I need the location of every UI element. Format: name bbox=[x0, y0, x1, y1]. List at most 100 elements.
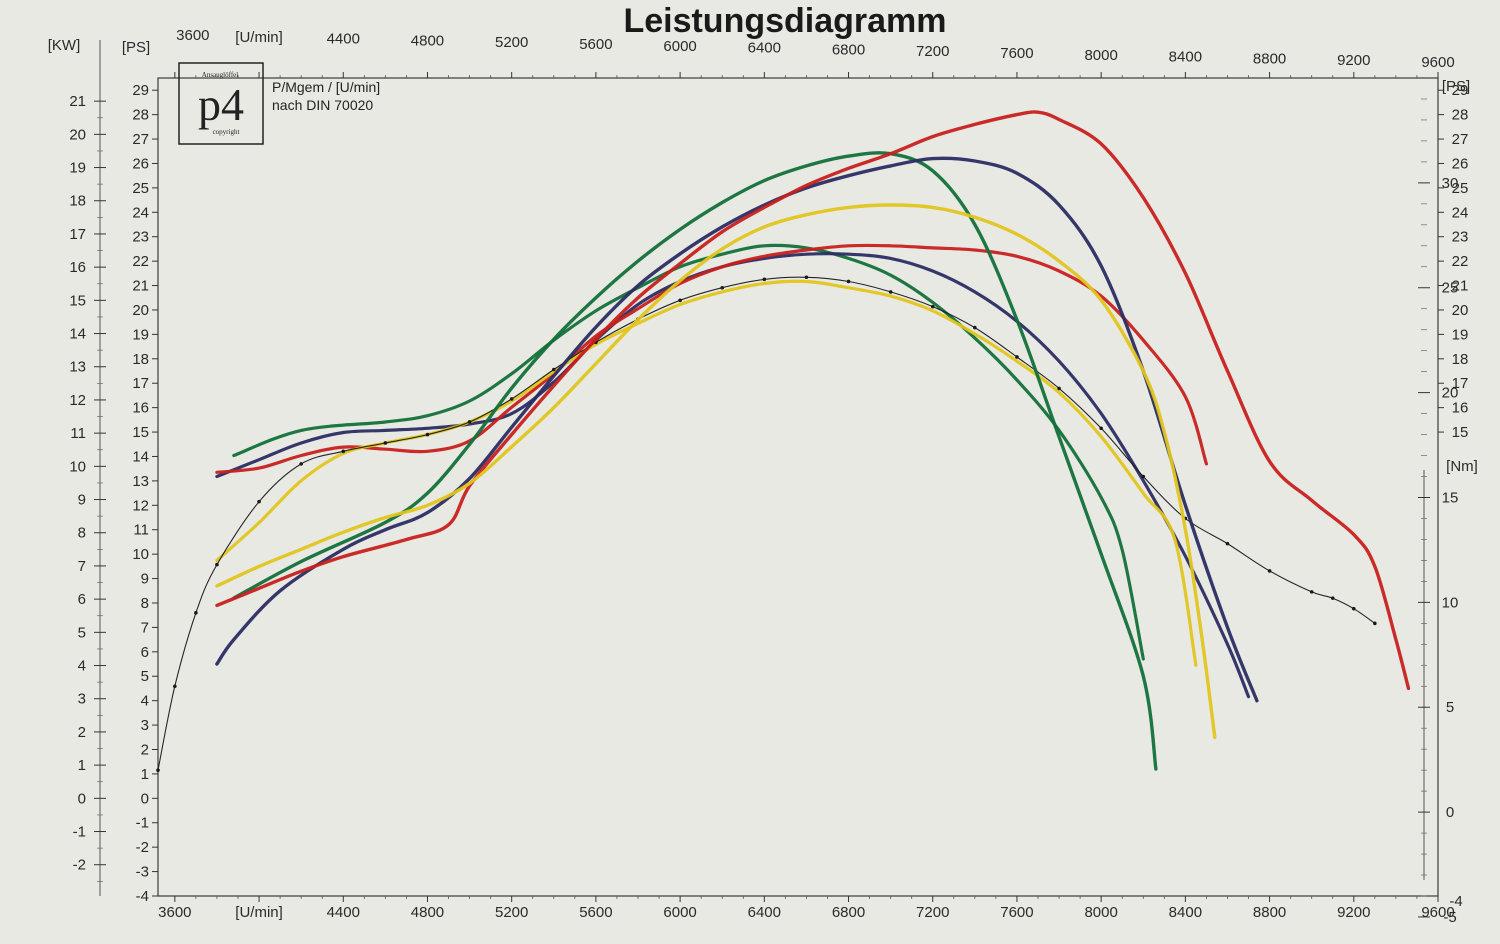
x-tick-label-top: 4800 bbox=[411, 32, 444, 49]
plot-frame bbox=[157, 77, 1439, 897]
x-tick-label-top: 8800 bbox=[1253, 50, 1286, 67]
info-box: Ansauglöffel p4 copyright P/Mgem / [U/mi… bbox=[178, 62, 380, 145]
ps-tick-label: 26 bbox=[132, 155, 149, 172]
ps-tick-label: 20 bbox=[132, 302, 149, 319]
x-tick-label-bottom: 5200 bbox=[495, 904, 528, 921]
torque-measurement-point bbox=[678, 298, 682, 303]
torque-measurement-point bbox=[846, 279, 851, 284]
x-tick-label-bottom: 4400 bbox=[327, 904, 360, 921]
power-curve-blue bbox=[215, 156, 1259, 703]
x-tick-label-bottom: 5600 bbox=[579, 904, 612, 921]
kw-tick-label: 3 bbox=[78, 691, 86, 708]
right-ps-axis-label: [PS] bbox=[1442, 78, 1470, 95]
ps-tick-label: -1 bbox=[136, 815, 149, 832]
ps-tick-label: -2 bbox=[136, 839, 149, 856]
ps-tick-label: 28 bbox=[132, 107, 149, 124]
kw-tick-label: 1 bbox=[78, 757, 86, 774]
torque-measurement-point bbox=[973, 325, 977, 330]
right-ps-tick-label: 22 bbox=[1452, 253, 1469, 270]
torque-measurement-point bbox=[1351, 606, 1356, 611]
kw-tick-label: 11 bbox=[70, 425, 86, 442]
nm-tick-label: 5 bbox=[1446, 699, 1454, 716]
x-tick-label-top: 8400 bbox=[1169, 49, 1202, 66]
torque-measurement-point bbox=[1057, 386, 1061, 391]
ps-tick-label: -3 bbox=[136, 864, 149, 881]
torque-measurement-point bbox=[341, 449, 346, 454]
kw-tick-label: 5 bbox=[78, 624, 86, 641]
torque-measurement-point bbox=[1309, 590, 1314, 594]
ps-tick-label: 23 bbox=[132, 229, 149, 246]
power-curve-green bbox=[232, 151, 1158, 771]
x-tick-label-bottom: 7200 bbox=[916, 904, 949, 921]
torque-measurement-point bbox=[383, 441, 388, 445]
x-tick-label-top: 9200 bbox=[1337, 52, 1370, 69]
ps-tick-label: 19 bbox=[132, 326, 149, 343]
torque-curve-red bbox=[215, 243, 1208, 474]
right-ps-tick-label: 19 bbox=[1452, 326, 1469, 343]
x-tick-label-bottom: 7600 bbox=[1000, 904, 1033, 921]
nm-tick-label: -5 bbox=[1443, 909, 1456, 926]
right-ps-tick-label: 15 bbox=[1452, 424, 1469, 441]
nm-tick-label: 15 bbox=[1442, 489, 1459, 506]
ps-tick-label: -4 bbox=[136, 888, 149, 905]
logo-mark: p4 bbox=[198, 79, 244, 130]
kw-tick-label: 14 bbox=[69, 326, 86, 343]
kw-tick-label: 16 bbox=[69, 259, 86, 276]
axes: 36003600[U/min][U/min]440044004800480052… bbox=[48, 27, 1478, 926]
logo-top-caption: Ansauglöffel bbox=[202, 71, 238, 79]
bottom-right-label: -4 bbox=[1449, 893, 1462, 910]
ps-tick-label: 21 bbox=[132, 278, 149, 295]
torque-measurement-point bbox=[1141, 474, 1146, 479]
kw-tick-label: 12 bbox=[69, 392, 86, 409]
nm-tick-label: 25 bbox=[1442, 280, 1459, 297]
kw-tick-label: 21 bbox=[69, 93, 86, 110]
torque-measurement-point bbox=[762, 277, 767, 282]
torque-measurement-point bbox=[467, 420, 472, 424]
x-tick-label-bottom: 4800 bbox=[411, 904, 444, 921]
logo-bottom-caption: copyright bbox=[213, 128, 240, 136]
torque-measurement-point bbox=[1330, 596, 1335, 600]
torque-measurement-point bbox=[425, 432, 430, 437]
ps-tick-label: 8 bbox=[141, 595, 149, 612]
torque-measurement-point bbox=[720, 285, 725, 290]
ps-tick-label: 7 bbox=[141, 619, 149, 636]
x-tick-label-bottom: 6000 bbox=[663, 904, 696, 921]
ps-tick-label: 12 bbox=[132, 497, 149, 514]
ps-tick-label: 29 bbox=[132, 82, 149, 99]
right-ps-tick-label: 23 bbox=[1452, 229, 1469, 246]
x-tick-label-bottom: 6400 bbox=[748, 904, 781, 921]
ps-tick-label: 9 bbox=[141, 571, 149, 588]
curves bbox=[156, 110, 1411, 772]
x-tick-label-top: 8000 bbox=[1084, 47, 1117, 64]
kw-tick-label: 8 bbox=[78, 525, 86, 542]
kw-tick-label: 9 bbox=[78, 492, 86, 509]
ps-tick-label: 6 bbox=[141, 644, 149, 661]
right-ps-tick-label: 24 bbox=[1452, 204, 1469, 221]
ps-tick-label: 1 bbox=[141, 766, 149, 783]
x-tick-label-bottom: 8000 bbox=[1084, 904, 1117, 921]
torque-measurement-point bbox=[1373, 621, 1377, 626]
ps-tick-label: 18 bbox=[132, 351, 149, 368]
kw-tick-label: 4 bbox=[78, 658, 86, 675]
ps-tick-label: 4 bbox=[141, 693, 149, 710]
ps-tick-label: 17 bbox=[132, 375, 149, 392]
kw-tick-label: 19 bbox=[69, 160, 86, 177]
torque-measurement-point bbox=[509, 397, 514, 401]
x-tick-label-bottom: 6800 bbox=[832, 904, 865, 921]
power-curve-yellow bbox=[215, 203, 1217, 739]
torque-measurement-point bbox=[1099, 426, 1103, 431]
kw-tick-label: 2 bbox=[78, 724, 86, 741]
kw-axis-label: [KW] bbox=[48, 37, 81, 54]
torque-measurement-point bbox=[551, 367, 556, 372]
x-tick-label-top: 7200 bbox=[916, 43, 949, 60]
torque-measurement-point bbox=[1267, 569, 1272, 573]
torque-measurement-point bbox=[156, 768, 160, 772]
ps-tick-label: 3 bbox=[141, 717, 149, 734]
ps-tick-label: 24 bbox=[132, 204, 149, 221]
x-tick-label-bottom: 9200 bbox=[1337, 904, 1370, 921]
kw-tick-label: 17 bbox=[69, 226, 86, 243]
x-tick-label-top: 6800 bbox=[832, 41, 865, 58]
kw-tick-label: 6 bbox=[78, 591, 86, 608]
nm-tick-label: 10 bbox=[1442, 594, 1459, 611]
